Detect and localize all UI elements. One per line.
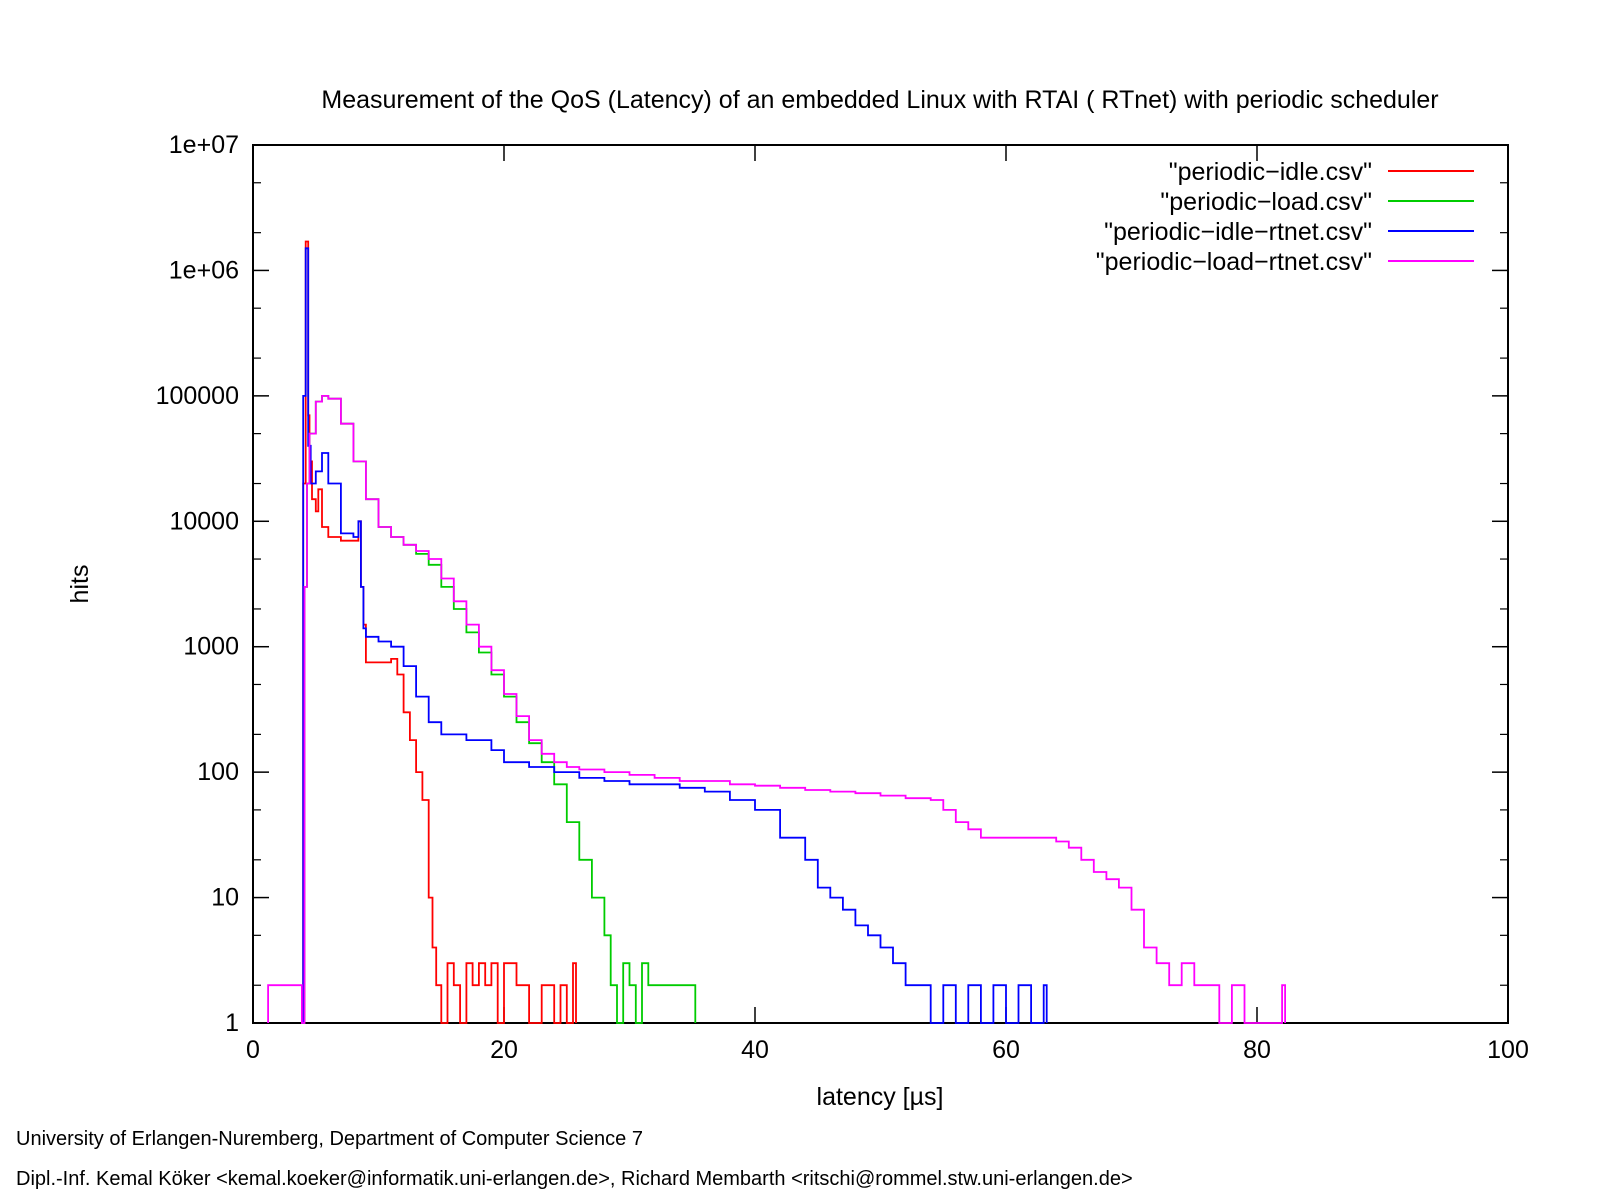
legend-label: "periodic−idle.csv": [1169, 158, 1372, 186]
y-tick-label: 1: [225, 1009, 239, 1037]
y-tick-label: 1e+07: [169, 131, 239, 159]
series-lines: [267, 240, 1286, 1024]
x-tick-label: 40: [741, 1036, 769, 1064]
plot-border: [252, 144, 1509, 1024]
legend-label: "periodic−load.csv": [1160, 188, 1372, 216]
x-axis: 0 20 40 60 80 100: [246, 145, 1529, 1064]
x-tick-label: 100: [1487, 1036, 1529, 1064]
x-tick-label: 80: [1243, 1036, 1271, 1064]
x-tick-label: 20: [490, 1036, 518, 1064]
y-tick-label: 10000: [169, 507, 239, 535]
series-line-2: [301, 395, 697, 1024]
y-tick-label: 10: [211, 884, 239, 912]
y-tick-label: 1000: [183, 633, 239, 661]
y-axis-label: hits: [66, 565, 94, 604]
credit-line-authors: Dipl.-Inf. Kemal Köker <kemal.koeker@inf…: [16, 1168, 1133, 1190]
series-line-3: [301, 247, 1048, 1024]
legend-label: "periodic−idle−rtnet.csv": [1104, 218, 1372, 246]
x-tick-label: 0: [246, 1036, 260, 1064]
legend-label: "periodic−load−rtnet.csv": [1096, 248, 1372, 276]
plot-frame: [252, 144, 1509, 1024]
y-tick-label: 1e+06: [169, 256, 239, 284]
credit-line-institution: University of Erlangen-Nuremberg, Depart…: [16, 1128, 643, 1150]
x-tick-label: 60: [992, 1036, 1020, 1064]
y-axis: 1 10 100 1000 10000 100000 1e+06 1e+07: [156, 131, 1508, 1037]
y-tick-label: 100: [197, 758, 239, 786]
x-axis-label: latency [µs]: [817, 1083, 944, 1111]
series-line-4: [267, 395, 1286, 1024]
y-tick-label: 100000: [156, 382, 239, 410]
chart-title: Measurement of the QoS (Latency) of an e…: [321, 86, 1438, 114]
series-line-1: [301, 240, 577, 1024]
legend: "periodic−idle.csv""periodic−load.csv""p…: [1096, 158, 1474, 276]
